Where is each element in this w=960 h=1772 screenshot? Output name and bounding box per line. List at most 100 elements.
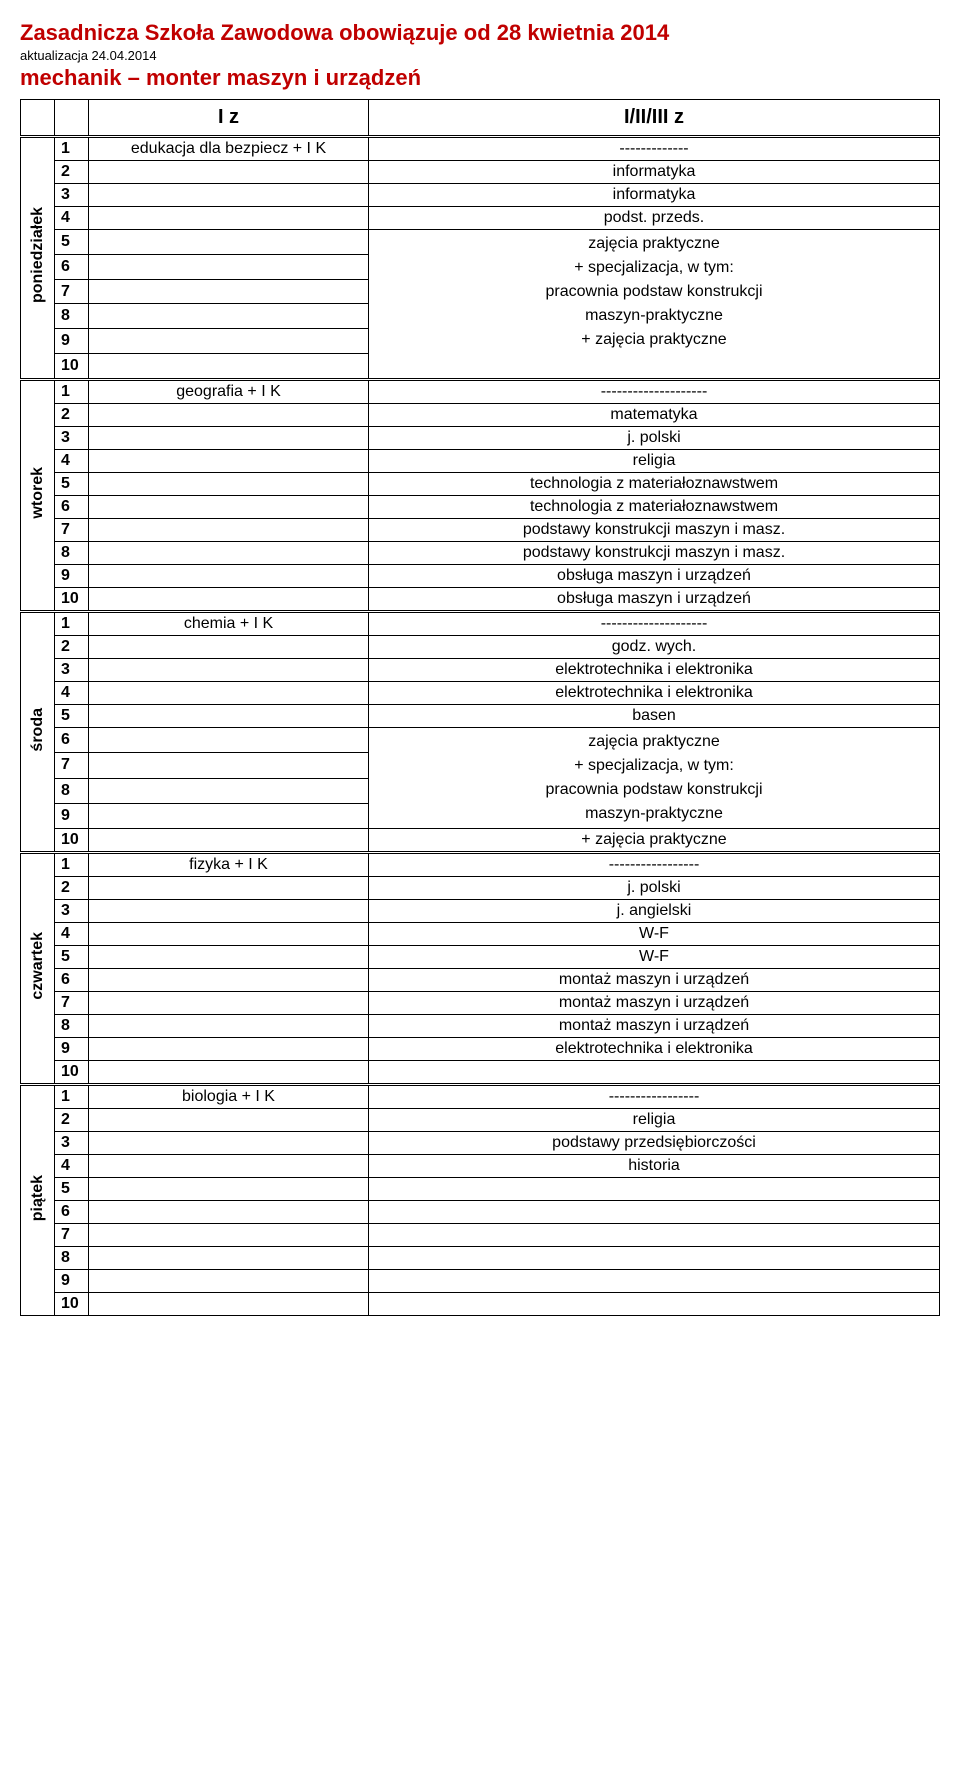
- subject-left: [89, 1015, 369, 1038]
- subject-left: [89, 473, 369, 496]
- subject-right: elektrotechnika i elektronika: [369, 1038, 940, 1061]
- period-number: 2: [55, 877, 89, 900]
- table-row: 10: [21, 1061, 940, 1085]
- subject-left: [89, 969, 369, 992]
- subject-left: biologia + I K: [89, 1085, 369, 1109]
- subject-left: [89, 778, 369, 803]
- subject-left: [89, 254, 369, 279]
- table-row: 6: [21, 1201, 940, 1224]
- table-row: 5zajęcia praktyczne+ specjalizacja, w ty…: [21, 230, 940, 255]
- subject-right: matematyka: [369, 404, 940, 427]
- table-row: czwartek1fizyka + I K-----------------: [21, 853, 940, 877]
- subject-right: podstawy przedsiębiorczości: [369, 1132, 940, 1155]
- day-label-text: czwartek: [29, 932, 47, 1000]
- table-row: piątek1biologia + I K-----------------: [21, 1085, 940, 1109]
- subject-left: [89, 992, 369, 1015]
- table-row: 2j. polski: [21, 877, 940, 900]
- table-row: 5: [21, 1178, 940, 1201]
- period-number: 5: [55, 705, 89, 728]
- header-row: I z I/II/III z: [21, 100, 940, 137]
- table-row: 3 j. polski: [21, 427, 940, 450]
- subject-right: montaż maszyn i urządzeń: [369, 992, 940, 1015]
- subject-right: elektrotechnika i elektronika: [369, 682, 940, 705]
- period-number: 1: [55, 612, 89, 636]
- subject-right: -----------------: [369, 853, 940, 877]
- subject-left: [89, 496, 369, 519]
- period-number: 1: [55, 380, 89, 404]
- subject-right: informatyka: [369, 184, 940, 207]
- table-row: 3informatyka: [21, 184, 940, 207]
- subject-right: religia: [369, 1109, 940, 1132]
- period-number: 3: [55, 427, 89, 450]
- subject-right: technologia z materiałoznawstwem: [369, 496, 940, 519]
- page-header: Zasadnicza Szkoła Zawodowa obowiązuje od…: [20, 20, 940, 91]
- day-label-text: piątek: [29, 1175, 47, 1221]
- subject-left: [89, 279, 369, 304]
- period-number: 9: [55, 803, 89, 828]
- period-number: 4: [55, 207, 89, 230]
- subject-left: [89, 184, 369, 207]
- subject-right: technologia z materiałoznawstwem: [369, 473, 940, 496]
- period-number: 6: [55, 1201, 89, 1224]
- subject-left: [89, 1247, 369, 1270]
- subject-right: -----------------: [369, 1085, 940, 1109]
- subject-left: [89, 1132, 369, 1155]
- subject-left: [89, 753, 369, 778]
- subject-left: [89, 682, 369, 705]
- subject-left: chemia + I K: [89, 612, 369, 636]
- subject-left: [89, 923, 369, 946]
- day-label-text: wtorek: [29, 467, 47, 519]
- period-number: 5: [55, 946, 89, 969]
- subject-right: --------------------: [369, 612, 940, 636]
- period-number: 8: [55, 304, 89, 329]
- subject-left: [89, 1038, 369, 1061]
- table-row: 9: [21, 1270, 940, 1293]
- table-row: 8: [21, 1247, 940, 1270]
- subject-right: [369, 1270, 940, 1293]
- period-number: 5: [55, 473, 89, 496]
- subject-left: [89, 450, 369, 473]
- subject-right: j. polski: [369, 427, 940, 450]
- period-number: 10: [55, 354, 89, 380]
- table-row: 6technologia z materiałoznawstwem: [21, 496, 940, 519]
- table-row: 2godz. wych.: [21, 636, 940, 659]
- table-row: 5basen: [21, 705, 940, 728]
- table-row: 6montaż maszyn i urządzeń: [21, 969, 940, 992]
- subject-left: [89, 900, 369, 923]
- table-row: 9obsługa maszyn i urządzeń: [21, 565, 940, 588]
- period-number: 9: [55, 1270, 89, 1293]
- subject-left: [89, 565, 369, 588]
- day-label: poniedziałek: [21, 137, 55, 380]
- table-row: 6zajęcia praktyczne+ specjalizacja, w ty…: [21, 728, 940, 753]
- subject-right: elektrotechnika i elektronika: [369, 659, 940, 682]
- header-blank-num: [55, 100, 89, 137]
- subject-right: montaż maszyn i urządzeń: [369, 969, 940, 992]
- period-number: 7: [55, 279, 89, 304]
- subject-right: informatyka: [369, 161, 940, 184]
- period-number: 10: [55, 588, 89, 612]
- period-number: 10: [55, 1293, 89, 1316]
- day-label: środa: [21, 612, 55, 853]
- subject-left: [89, 1109, 369, 1132]
- day-label-text: poniedziałek: [29, 207, 47, 303]
- subject-right: obsługa maszyn i urządzeń: [369, 588, 940, 612]
- table-row: 7montaż maszyn i urządzeń: [21, 992, 940, 1015]
- subject-left: [89, 230, 369, 255]
- subject-left: [89, 659, 369, 682]
- table-row: 3j. angielski: [21, 900, 940, 923]
- table-row: 4W-F: [21, 923, 940, 946]
- subject-right: montaż maszyn i urządzeń: [369, 1015, 940, 1038]
- subject-left: edukacja dla bezpiecz + I K: [89, 137, 369, 161]
- subject-left: [89, 354, 369, 380]
- subject-left: [89, 519, 369, 542]
- subject-left: [89, 946, 369, 969]
- timetable: I z I/II/III z poniedziałek 1 edukacja dla…: [20, 99, 940, 1316]
- table-row: 4elektrotechnika i elektronika: [21, 682, 940, 705]
- subject-right: religia: [369, 450, 940, 473]
- subject-right: podstawy konstrukcji maszyn i masz.: [369, 542, 940, 565]
- subject-left: [89, 1224, 369, 1247]
- subject-right: [369, 1293, 940, 1316]
- subject-left: [89, 803, 369, 828]
- subject-right: [369, 1178, 940, 1201]
- table-row: 8podstawy konstrukcji maszyn i masz.: [21, 542, 940, 565]
